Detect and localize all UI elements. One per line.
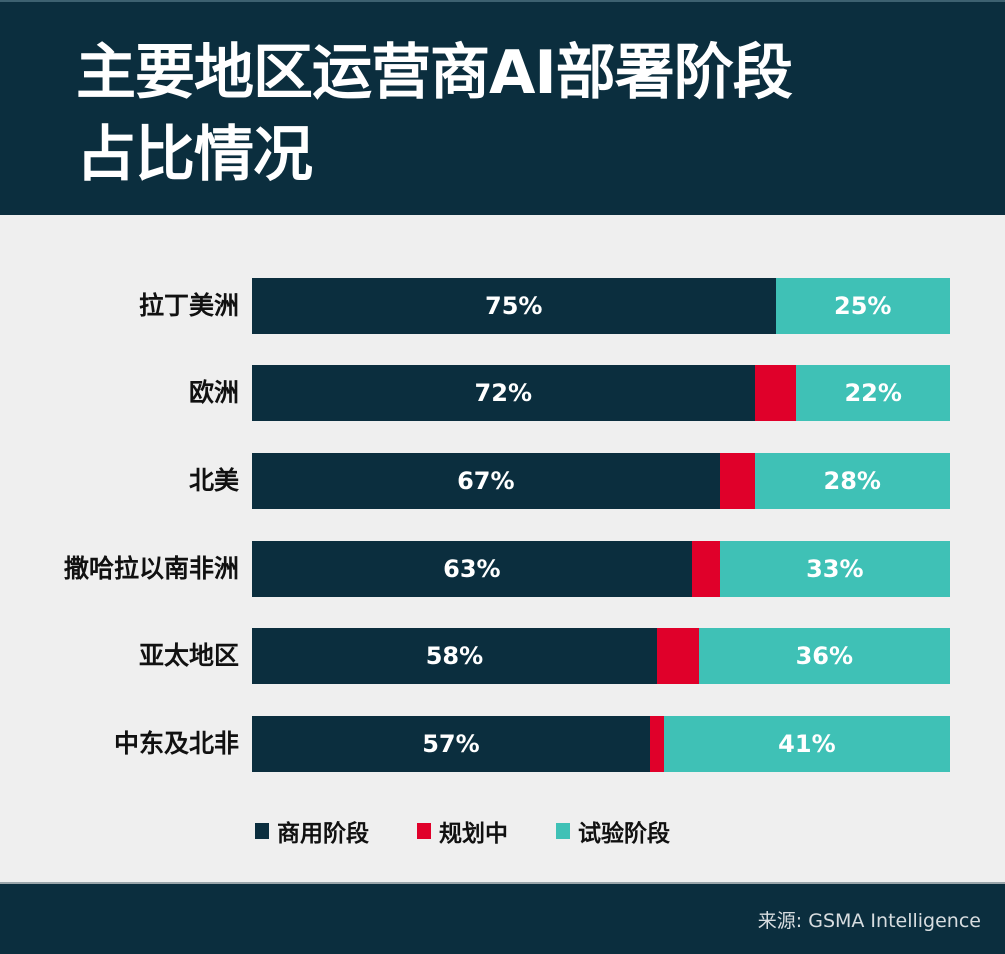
segment-trial: 41% bbox=[663, 716, 950, 772]
category-label: 亚太地区 bbox=[138, 641, 239, 670]
stacked-bar: 72% 22% bbox=[252, 365, 950, 421]
chart-row: 北美 67% 28% bbox=[0, 453, 1005, 509]
category-label: 中东及北非 bbox=[113, 729, 239, 758]
segment-trial: 36% bbox=[698, 628, 950, 684]
source-note: 来源: GSMA Intelligence bbox=[757, 910, 981, 932]
legend-label: 规划中 bbox=[439, 821, 508, 847]
segment-commercial: 72% bbox=[252, 365, 755, 421]
segment-commercial: 67% bbox=[252, 453, 720, 509]
category-label: 拉丁美洲 bbox=[138, 291, 239, 320]
segment-planning bbox=[719, 453, 755, 509]
legend: 商用阶段 规划中 试验阶段 bbox=[255, 814, 718, 848]
legend-item-commercial: 商用阶段 bbox=[255, 814, 369, 848]
category-label: 撒哈拉以南非洲 bbox=[63, 554, 239, 583]
value-label: 58% bbox=[425, 642, 484, 670]
value-label: 41% bbox=[778, 730, 836, 758]
segment-planning bbox=[754, 365, 797, 421]
title-line-2: 占比情况 bbox=[76, 120, 313, 190]
stacked-bar: 67% 28% bbox=[252, 453, 950, 509]
value-label: 36% bbox=[795, 642, 854, 670]
legend-swatch-commercial-icon bbox=[255, 823, 269, 839]
legend-label: 试验阶段 bbox=[578, 821, 670, 847]
value-label: 57% bbox=[422, 730, 480, 758]
value-label: 67% bbox=[457, 467, 515, 495]
chart-row: 亚太地区 58% 36% bbox=[0, 628, 1005, 684]
legend-swatch-planning-icon bbox=[417, 823, 431, 839]
legend-item-planning: 规划中 bbox=[417, 814, 508, 848]
legend-item-trial: 试验阶段 bbox=[556, 814, 670, 848]
segment-planning bbox=[656, 628, 699, 684]
value-label: 33% bbox=[806, 555, 864, 583]
legend-label: 商用阶段 bbox=[277, 821, 369, 847]
value-label: 22% bbox=[844, 379, 902, 407]
segment-trial: 25% bbox=[775, 278, 950, 334]
header: 主要地区运营商AI部署阶段 占比情况 bbox=[0, 0, 1005, 215]
stacked-bar: 75% 25% bbox=[252, 278, 950, 334]
category-label: 欧洲 bbox=[188, 378, 239, 407]
value-label: 25% bbox=[834, 292, 892, 320]
stacked-bar: 63% 33% bbox=[252, 541, 950, 597]
value-label: 72% bbox=[474, 379, 532, 407]
footer: 来源: GSMA Intelligence bbox=[0, 882, 1005, 954]
title-line-1: 主要地区运营商AI部署阶段 bbox=[76, 38, 793, 108]
stacked-bar: 57% 41% bbox=[252, 716, 950, 772]
segment-commercial: 75% bbox=[252, 278, 776, 334]
segment-commercial: 57% bbox=[252, 716, 650, 772]
segment-planning bbox=[649, 716, 664, 772]
segment-trial: 33% bbox=[719, 541, 950, 597]
value-label: 63% bbox=[443, 555, 501, 583]
legend-swatch-trial-icon bbox=[556, 823, 570, 839]
value-label: 28% bbox=[823, 467, 881, 495]
category-label: 北美 bbox=[188, 466, 239, 495]
chart-row: 中东及北非 57% 41% bbox=[0, 716, 1005, 772]
chart-row: 撒哈拉以南非洲 63% 33% bbox=[0, 541, 1005, 597]
segment-commercial: 63% bbox=[252, 541, 692, 597]
chart-row: 拉丁美洲 75% 25% bbox=[0, 278, 1005, 334]
stacked-bar: 58% 36% bbox=[252, 628, 950, 684]
segment-commercial: 58% bbox=[252, 628, 657, 684]
chart-row: 欧洲 72% 22% bbox=[0, 365, 1005, 421]
segment-planning bbox=[691, 541, 720, 597]
page-title: 主要地区运营商AI部署阶段 占比情况 bbox=[76, 32, 936, 196]
value-label: 75% bbox=[485, 292, 543, 320]
segment-trial: 22% bbox=[796, 365, 950, 421]
segment-trial: 28% bbox=[754, 453, 950, 509]
stacked-bar-chart: 拉丁美洲 75% 25% 欧洲 72% 22% 北美 67% 28% 撒哈拉以南非洲 63% 33% 亚… bbox=[0, 215, 1005, 882]
